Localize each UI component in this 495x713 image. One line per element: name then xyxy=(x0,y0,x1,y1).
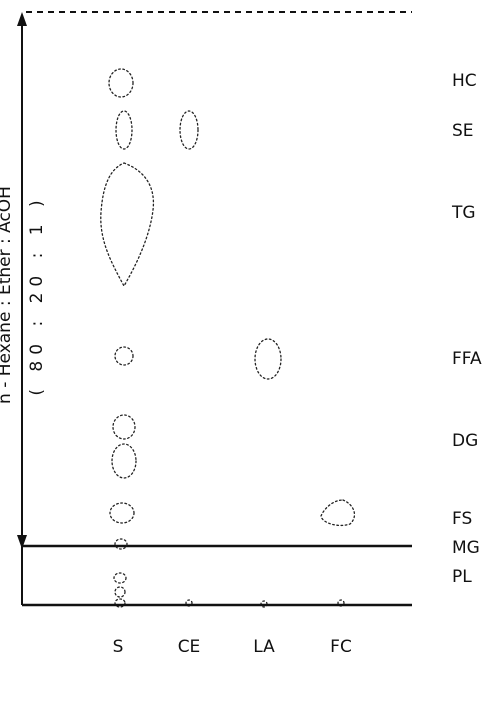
solvent-label-backdrop xyxy=(0,147,15,445)
spot-s-origin-b xyxy=(114,598,126,608)
arrow-down-icon xyxy=(17,535,27,549)
lane-label-la: LA xyxy=(253,637,275,657)
spot-s-se xyxy=(115,110,133,150)
band-label-se: SE xyxy=(452,121,474,141)
spot-la-ffa xyxy=(254,338,282,380)
lane-label-ce: CE xyxy=(178,637,201,657)
spot-fc-fs xyxy=(320,499,356,527)
spot-s-tg xyxy=(100,162,155,288)
solvent-system-label: n - Hexane : Ether : AcOH xyxy=(0,186,15,404)
band-label-pl: PL xyxy=(452,567,472,587)
spot-s-dg-lower xyxy=(111,443,137,479)
spot-s-pl xyxy=(113,572,127,584)
spot-s-ffa xyxy=(114,346,134,366)
lane-label-fc: FC xyxy=(330,637,352,657)
spot-s-mg xyxy=(114,538,128,550)
spot-s-fs xyxy=(109,502,135,524)
band-label-dg: DG xyxy=(452,431,478,451)
solvent-ratio-label: ( 80 : 20 : 1 ) xyxy=(27,194,47,395)
band-label-ffa: FFA xyxy=(452,349,482,369)
band-label-mg: MG xyxy=(452,538,480,558)
spot-s-hc xyxy=(108,68,134,98)
band-label-fs: FS xyxy=(452,509,472,529)
lane-label-s: S xyxy=(113,637,124,657)
band-label-hc: HC xyxy=(452,71,477,91)
arrow-up-icon xyxy=(17,12,27,26)
spot-ce-se xyxy=(179,110,199,150)
band-label-tg: TG xyxy=(451,203,476,223)
spot-s-dg-upper xyxy=(112,414,136,440)
spot-s-origin-a xyxy=(114,586,126,598)
